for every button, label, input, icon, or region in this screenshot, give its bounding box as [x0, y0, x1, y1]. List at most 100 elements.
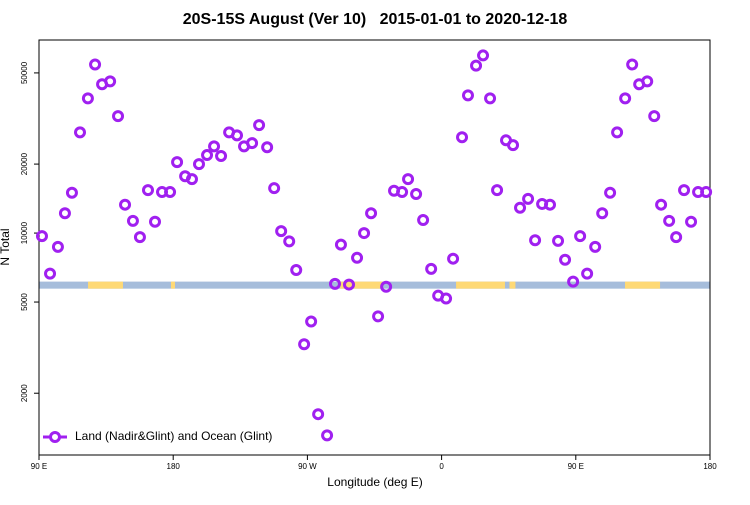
point [552, 234, 565, 247]
point [529, 234, 542, 247]
point [402, 173, 415, 186]
land-strip [340, 281, 383, 289]
point [522, 192, 535, 205]
point [208, 140, 221, 153]
point [567, 275, 580, 288]
x-tick-label: 90 W [298, 462, 317, 471]
point [700, 186, 713, 199]
point [514, 201, 527, 214]
point [351, 251, 364, 264]
land-strip [509, 281, 516, 289]
point [268, 182, 281, 195]
point [619, 92, 632, 105]
point [611, 126, 624, 139]
point [440, 292, 453, 305]
x-tick-label: 0 [439, 462, 444, 471]
point [65, 186, 78, 199]
point [447, 252, 460, 265]
land-strip [170, 281, 175, 289]
point [215, 149, 228, 162]
land-strip [456, 281, 505, 289]
point [417, 214, 430, 227]
point [133, 231, 146, 244]
point [589, 240, 602, 253]
point [89, 58, 102, 71]
point [164, 186, 177, 199]
x-tick-label: 180 [167, 462, 181, 471]
chart-title: 20S-15S August (Ver 10) 2015-01-01 to 20… [183, 11, 568, 28]
point [663, 214, 676, 227]
point [192, 158, 205, 171]
point [574, 230, 587, 243]
point [44, 267, 57, 280]
x-tick-label: 90 E [568, 462, 584, 471]
point [491, 184, 504, 197]
point [648, 110, 661, 123]
point [461, 89, 474, 102]
land-strip [88, 281, 123, 289]
point [641, 75, 654, 88]
point [396, 186, 409, 199]
point [484, 92, 497, 105]
point [261, 141, 274, 154]
point [253, 119, 266, 132]
point [246, 137, 259, 150]
point [343, 278, 356, 291]
y-tick-label: 10000 [20, 221, 29, 244]
point [171, 156, 184, 169]
point [328, 277, 341, 290]
point [142, 184, 155, 197]
legend-label: Land (Nadir&Glint) and Ocean (Glint) [75, 429, 272, 443]
point [126, 214, 139, 227]
point [185, 173, 198, 186]
point [596, 207, 609, 220]
point [290, 263, 303, 276]
point [425, 262, 438, 275]
point [685, 215, 698, 228]
x-axis-label: Longitude (deg E) [327, 475, 422, 489]
y-tick-label: 50000 [20, 61, 29, 84]
point [477, 49, 490, 62]
point [74, 126, 87, 139]
land-strip [625, 281, 661, 289]
point [456, 131, 469, 144]
x-tick-label: 180 [703, 462, 717, 471]
point [544, 198, 557, 211]
point [149, 215, 162, 228]
point [626, 58, 639, 71]
point [201, 149, 214, 162]
y-tick-label: 5000 [20, 293, 29, 311]
point [119, 198, 132, 211]
point [559, 253, 572, 266]
point [104, 75, 117, 88]
point [507, 139, 520, 152]
point [670, 231, 683, 244]
point [305, 315, 318, 328]
point [470, 59, 483, 72]
point [372, 310, 385, 323]
plot-frame [38, 39, 711, 456]
point [35, 230, 48, 243]
point [655, 198, 668, 211]
point [358, 227, 371, 240]
y-tick-label: 20000 [20, 152, 29, 175]
point [312, 408, 325, 421]
point [298, 338, 311, 351]
point [321, 429, 334, 442]
y-axis-label: N Total [0, 228, 12, 265]
point [112, 110, 125, 123]
point [58, 207, 71, 220]
y-tick-label: 2000 [20, 384, 29, 402]
point [604, 186, 617, 199]
point [410, 188, 423, 201]
point [51, 240, 64, 253]
point [283, 235, 296, 248]
point [334, 238, 347, 251]
x-tick-label: 90 E [31, 462, 47, 471]
point [678, 184, 691, 197]
legend-marker [49, 431, 61, 443]
point [81, 92, 94, 105]
point [581, 267, 594, 280]
point [380, 280, 393, 293]
